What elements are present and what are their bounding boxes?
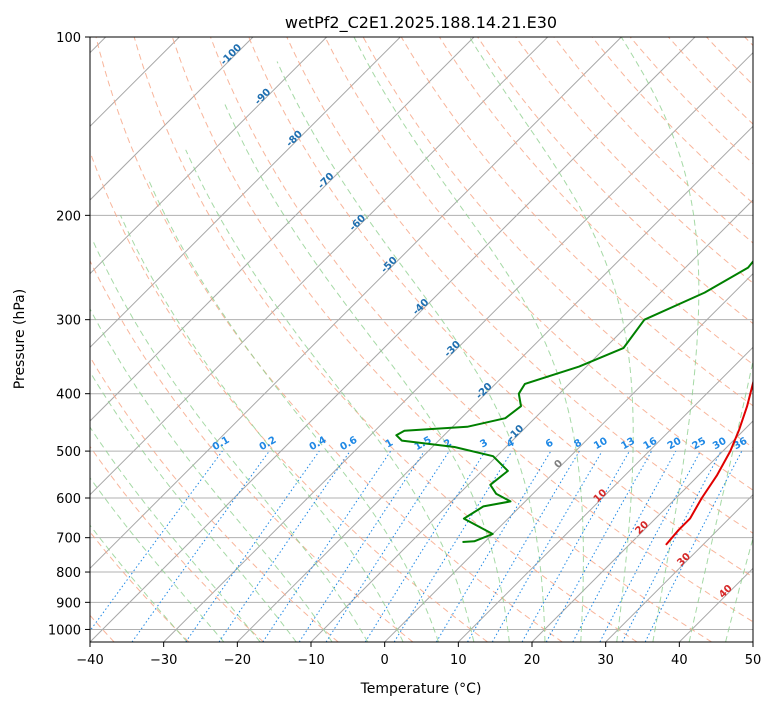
mixing-ratio-line bbox=[545, 450, 653, 642]
isotherm-line bbox=[531, 420, 753, 642]
mixing-ratio-line bbox=[218, 450, 351, 642]
chart-title: wetPf2_C2E1.2025.188.14.21.E30 bbox=[285, 13, 557, 33]
moist-adiabat-line bbox=[620, 37, 700, 642]
dry-adiabat-line bbox=[171, 37, 712, 642]
mixing-ratio-line bbox=[393, 450, 513, 642]
moist-adiabat-line bbox=[353, 37, 584, 642]
x-tick-label: 30 bbox=[597, 653, 614, 668]
dry-adiabat-line bbox=[324, 37, 753, 491]
mixing-ratio-label: 8 bbox=[572, 437, 584, 450]
x-tick-label: 0 bbox=[381, 653, 389, 668]
dry-adiabat-line bbox=[248, 37, 753, 578]
mixing-ratio-label: 2 bbox=[442, 437, 454, 450]
isotherm-line bbox=[90, 37, 401, 349]
y-tick-label: 700 bbox=[56, 532, 81, 547]
background-lines bbox=[90, 37, 753, 642]
x-axis: −40 −30 −20 −10 0 10 20 30 40 50 bbox=[76, 642, 761, 668]
isotherm-line bbox=[605, 493, 753, 642]
y-tick-label: 200 bbox=[56, 209, 81, 224]
x-tick-label: 50 bbox=[745, 653, 762, 668]
plot-frame bbox=[89, 36, 754, 643]
isotherm-line bbox=[90, 37, 696, 642]
isotherm-line bbox=[90, 37, 475, 422]
mixing-ratio-label: 6 bbox=[544, 437, 556, 450]
dry-adiabat-line bbox=[90, 445, 264, 642]
mixing-ratio-line bbox=[491, 450, 603, 642]
isotherm-line bbox=[90, 37, 622, 570]
mixing-ratio-label: 1 bbox=[384, 437, 396, 450]
y-tick-label: 400 bbox=[56, 388, 81, 403]
isotherm-line bbox=[90, 37, 254, 201]
dewpoint-profile-line bbox=[395, 259, 753, 543]
isotherm-line bbox=[163, 51, 753, 642]
moist-adiabat-line bbox=[90, 370, 297, 642]
moist-adiabat-line bbox=[725, 536, 753, 642]
mixing-ratio-line bbox=[435, 450, 552, 642]
y-axis-label: Pressure (hPa) bbox=[12, 289, 28, 389]
moist-adiabat-line bbox=[185, 149, 475, 642]
dry-adiabat-line bbox=[95, 37, 563, 642]
mixing-ratio-label: 4 bbox=[505, 437, 517, 450]
y-tick-label: 300 bbox=[56, 314, 81, 329]
x-tick-label: −20 bbox=[224, 653, 251, 668]
moist-adiabat-line bbox=[224, 104, 510, 642]
y-axis: 100 200 300 400 500 600 700 800 900 1000 bbox=[48, 31, 90, 638]
moist-adiabat-line bbox=[90, 476, 225, 642]
x-axis-label: Temperature (°C) bbox=[360, 681, 482, 697]
dry-adiabat-line bbox=[477, 37, 753, 325]
y-tick-label: 900 bbox=[56, 596, 81, 611]
x-tick-label: −30 bbox=[150, 653, 177, 668]
moist-adiabat-line bbox=[120, 215, 404, 642]
moist-adiabat-line bbox=[92, 239, 369, 642]
isotherm-line bbox=[236, 125, 753, 642]
isotherm-line bbox=[90, 37, 549, 496]
mixing-ratio-line bbox=[572, 450, 677, 642]
mixing-ratio-label: 3 bbox=[478, 437, 490, 450]
mixing-ratio-line bbox=[90, 450, 223, 632]
mixing-ratio-line bbox=[364, 450, 486, 642]
mixing-ratio-line bbox=[325, 450, 450, 642]
moist-adiabat-line bbox=[276, 61, 546, 642]
moist-adiabat-line bbox=[90, 426, 261, 642]
x-tick-label: −40 bbox=[76, 653, 103, 668]
y-tick-label: 600 bbox=[56, 492, 81, 507]
isotherm-line bbox=[384, 272, 753, 642]
isotherm-line bbox=[90, 37, 328, 275]
y-tick-label: 800 bbox=[56, 566, 81, 581]
moist-adiabat-line bbox=[90, 308, 333, 642]
dry-adiabat-line bbox=[133, 37, 638, 642]
dry-adiabat-line bbox=[515, 37, 753, 284]
x-tick-label: −10 bbox=[297, 653, 324, 668]
mixing-ratio-line bbox=[467, 450, 580, 642]
moist-adiabat-line bbox=[688, 358, 753, 642]
mixing-ratio-line bbox=[521, 450, 630, 642]
x-tick-label: 20 bbox=[524, 653, 541, 668]
mixing-ratio-line bbox=[185, 450, 320, 642]
y-tick-label: 500 bbox=[56, 445, 81, 460]
dry-adiabat-line bbox=[210, 37, 753, 623]
dry-adiabat-line bbox=[90, 259, 414, 642]
moist-adiabat-line bbox=[90, 524, 188, 642]
dry-adiabat-line bbox=[400, 37, 753, 407]
y-tick-label: 1000 bbox=[48, 623, 81, 638]
data-series bbox=[395, 259, 753, 546]
dry-adiabat-line bbox=[591, 37, 753, 204]
dry-adiabat-line bbox=[629, 37, 753, 165]
dry-adiabat-line bbox=[362, 37, 753, 449]
mixing-ratio-line bbox=[131, 450, 270, 642]
isotherm-line bbox=[457, 346, 753, 642]
moist-adiabat-line bbox=[148, 180, 439, 642]
x-tick-label: 10 bbox=[450, 653, 467, 668]
temperature-profile-line bbox=[665, 378, 753, 546]
y-tick-label: 100 bbox=[56, 31, 81, 46]
x-tick-label: 40 bbox=[671, 653, 688, 668]
